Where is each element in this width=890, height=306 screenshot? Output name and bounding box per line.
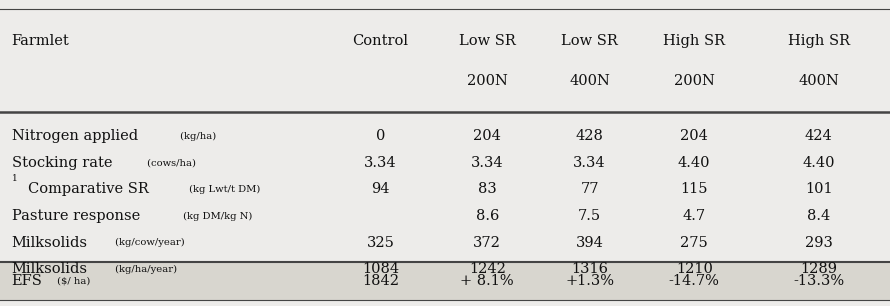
Text: 400N: 400N: [798, 74, 839, 88]
Text: (kg DM/kg N): (kg DM/kg N): [180, 211, 252, 221]
Text: 275: 275: [680, 236, 708, 250]
Text: (kg Lwt/t DM): (kg Lwt/t DM): [186, 185, 261, 194]
Text: 101: 101: [805, 182, 833, 196]
Text: 1: 1: [12, 174, 17, 183]
Text: 8.6: 8.6: [475, 209, 499, 223]
Text: 293: 293: [805, 236, 833, 250]
Text: High SR: High SR: [663, 34, 725, 48]
Text: 204: 204: [680, 129, 708, 143]
Text: EFS: EFS: [12, 274, 43, 288]
Text: 83: 83: [478, 182, 497, 196]
Text: Low SR: Low SR: [562, 34, 618, 48]
Text: 3.34: 3.34: [573, 156, 606, 170]
Text: -14.7%: -14.7%: [668, 274, 720, 288]
Text: 1210: 1210: [676, 262, 713, 276]
Text: 400N: 400N: [570, 74, 610, 88]
Text: Pasture response: Pasture response: [12, 209, 140, 223]
Text: 428: 428: [576, 129, 603, 143]
Text: 77: 77: [580, 182, 599, 196]
Text: 424: 424: [805, 129, 833, 143]
Text: 1842: 1842: [362, 274, 399, 288]
Text: (kg/ha/year): (kg/ha/year): [112, 265, 177, 274]
Text: Control: Control: [352, 34, 409, 48]
Text: Stocking rate: Stocking rate: [12, 156, 112, 170]
Text: 7.5: 7.5: [578, 209, 601, 223]
Text: Comparative SR: Comparative SR: [28, 182, 149, 196]
Text: 3.34: 3.34: [364, 156, 397, 170]
Text: 394: 394: [576, 236, 603, 250]
Text: 3.34: 3.34: [471, 156, 504, 170]
Text: 115: 115: [681, 182, 708, 196]
Text: Milksolids: Milksolids: [12, 262, 87, 276]
Text: 8.4: 8.4: [807, 209, 830, 223]
Text: +1.3%: +1.3%: [565, 274, 614, 288]
Text: (cows/ha): (cows/ha): [144, 158, 196, 167]
Text: 1242: 1242: [469, 262, 506, 276]
Text: Milksolids: Milksolids: [12, 236, 87, 250]
Text: Nitrogen applied: Nitrogen applied: [12, 129, 138, 143]
Text: 372: 372: [473, 236, 501, 250]
Text: 4.7: 4.7: [683, 209, 706, 223]
Text: (kg/cow/year): (kg/cow/year): [112, 238, 185, 247]
Text: 4.40: 4.40: [678, 156, 710, 170]
Text: Low SR: Low SR: [459, 34, 515, 48]
Text: 200N: 200N: [467, 74, 507, 88]
Text: 325: 325: [367, 236, 394, 250]
Text: + 8.1%: + 8.1%: [460, 274, 514, 288]
Text: -13.3%: -13.3%: [793, 274, 845, 288]
Text: 0: 0: [376, 129, 385, 143]
Text: 4.40: 4.40: [803, 156, 835, 170]
Bar: [0, 262, 890, 300]
Text: High SR: High SR: [788, 34, 850, 48]
Text: 94: 94: [371, 182, 390, 196]
Text: ($/ ha): ($/ ha): [54, 276, 91, 285]
Text: Farmlet: Farmlet: [12, 34, 69, 48]
Text: (kg/ha): (kg/ha): [177, 132, 216, 141]
Text: 204: 204: [473, 129, 501, 143]
Text: 1289: 1289: [800, 262, 837, 276]
Text: 1084: 1084: [362, 262, 399, 276]
Text: 200N: 200N: [674, 74, 715, 88]
Text: 1316: 1316: [571, 262, 608, 276]
